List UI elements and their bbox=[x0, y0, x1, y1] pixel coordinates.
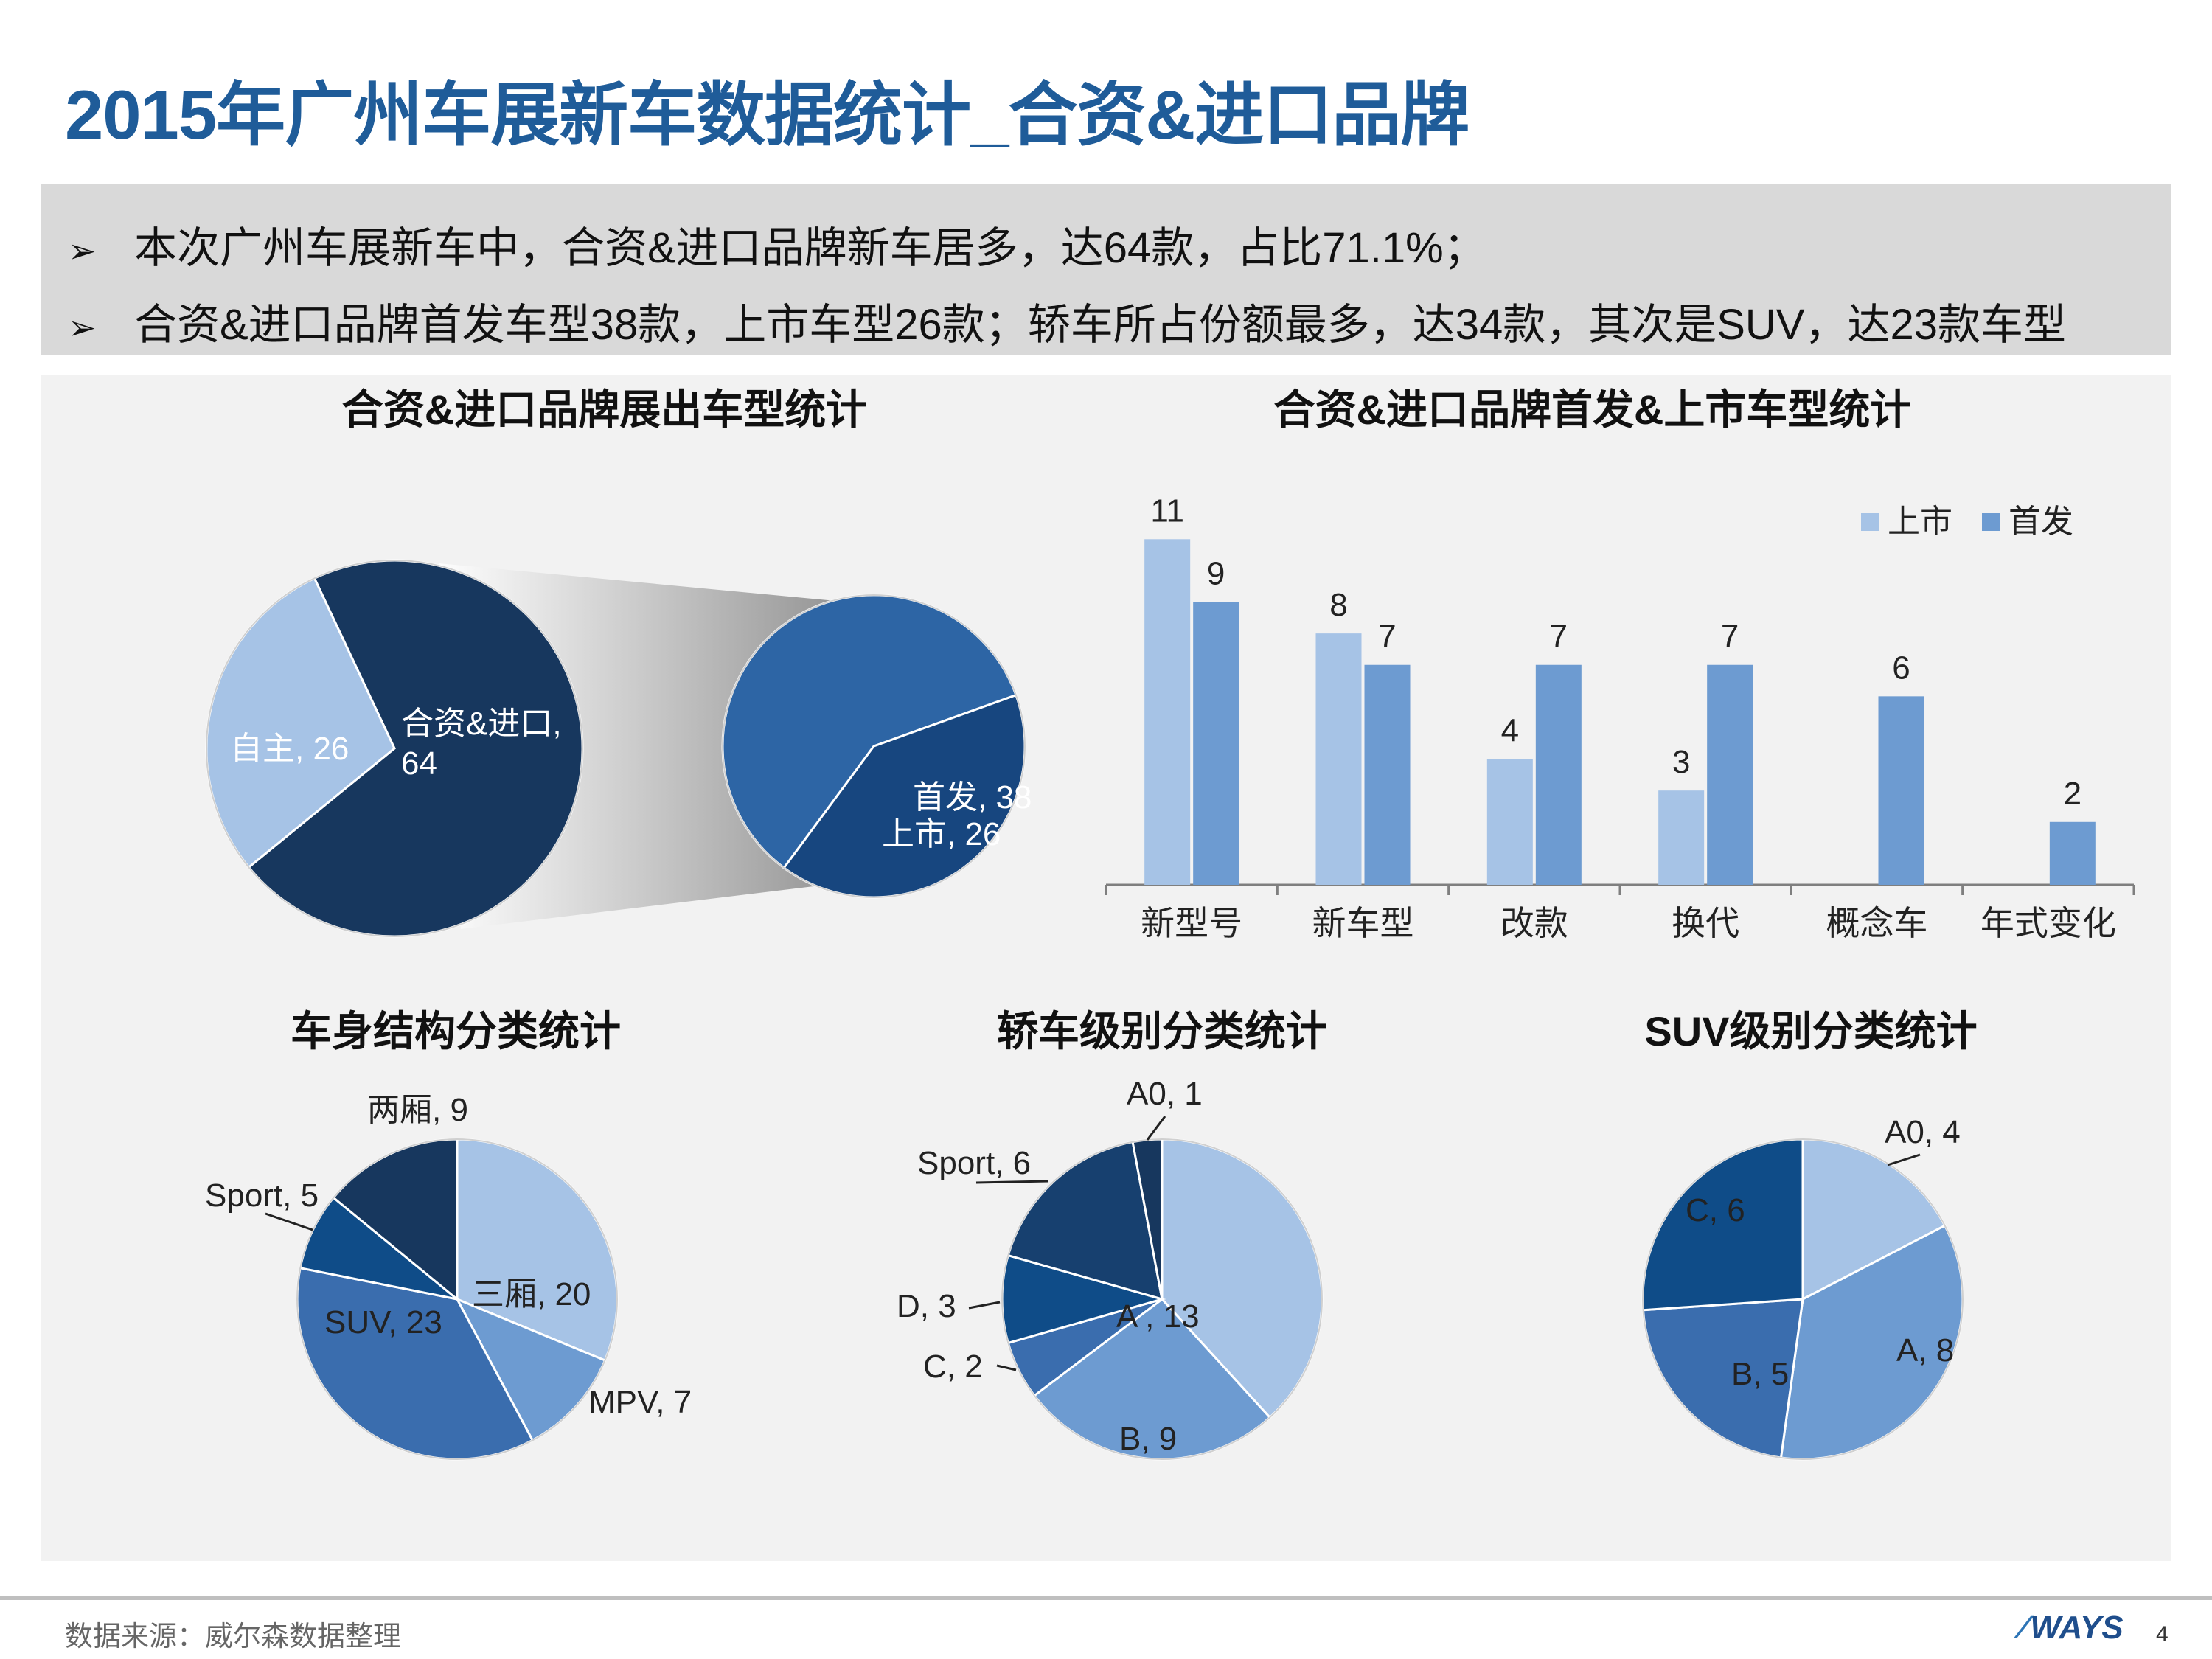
bar-value-label: 7 bbox=[1550, 619, 1568, 655]
chart-title-5: SUV级别分类统计 bbox=[1644, 1008, 1977, 1054]
summary-box: ➢ 本次广州车展新车中，合资&进口品牌新车居多，达64款，占比71.1%； ➢ 合资… bbox=[41, 184, 2171, 355]
arrow-bullet-icon: ➢ bbox=[68, 308, 97, 347]
bar-value-label: 3 bbox=[1672, 744, 1690, 780]
x-tick-label: 换代 bbox=[1672, 904, 1739, 942]
x-tick-label: 新车型 bbox=[1312, 904, 1414, 942]
pie-label-domestic: 自主, 26 bbox=[230, 731, 349, 767]
footer-divider bbox=[0, 1596, 2212, 1600]
chart-title-2: 合资&进口品牌首发&上市车型统计 bbox=[1274, 386, 1912, 433]
leader-line bbox=[996, 1364, 1017, 1371]
pie-label-mpv: MPV, 7 bbox=[588, 1384, 692, 1420]
pie-sedan-class: A , 13 B, 9 C, 2 D, 3 Sport, 6 A0, 1 bbox=[897, 1076, 1324, 1461]
bar-value-label: 11 bbox=[1150, 493, 1184, 529]
bar-value-label: 7 bbox=[1721, 619, 1739, 655]
leader-line bbox=[1146, 1116, 1166, 1141]
data-source: 数据来源：威尔森数据整理 bbox=[65, 1621, 402, 1652]
legend-label: 上市 bbox=[1888, 504, 1952, 540]
pie-rim bbox=[1001, 1138, 1323, 1460]
bar-上市-3 bbox=[1658, 790, 1705, 885]
bar-value-label: 9 bbox=[1207, 556, 1225, 592]
chart-title-4: 轿车级别分类统计 bbox=[997, 1008, 1327, 1054]
bar-上市-1 bbox=[1315, 633, 1362, 885]
bar-首发-2 bbox=[1535, 664, 1582, 885]
pie-label-a: A , 13 bbox=[1116, 1298, 1200, 1335]
bar-首发-5 bbox=[2049, 821, 2096, 885]
summary-line-2: 合资&进口品牌首发车型38款，上市车型26款；轿车所占份额最多，达34款，其次是… bbox=[134, 301, 2067, 349]
pie-label-c: C, 2 bbox=[923, 1349, 983, 1385]
legend-swatch bbox=[1861, 513, 1879, 531]
subpie-label-debut: 首发, 38 bbox=[913, 779, 1032, 815]
pie-label-d: D, 3 bbox=[897, 1288, 956, 1324]
leader-line bbox=[968, 1301, 1001, 1310]
pie-label-sport: Sport, 5 bbox=[205, 1178, 319, 1214]
chart-title-3: 车身结构分类统计 bbox=[291, 1008, 621, 1054]
legend-label: 首发 bbox=[2008, 504, 2073, 540]
arrow-bullet-icon: ➢ bbox=[68, 232, 97, 270]
pie-label-b: B, 5 bbox=[1731, 1356, 1789, 1392]
bar-value-label: 7 bbox=[1378, 619, 1396, 655]
ways-logo: ∕ WAYS bbox=[2020, 1610, 2124, 1646]
chart-title-1: 合资&进口品牌展出车型统计 bbox=[342, 386, 867, 433]
bar-value-label: 2 bbox=[2064, 776, 2081, 812]
bar-首发-0 bbox=[1193, 602, 1239, 885]
leader-line bbox=[975, 1180, 1049, 1184]
pie-label-a0: A0, 1 bbox=[1127, 1076, 1203, 1112]
pie-rim bbox=[206, 560, 583, 937]
summary-bullet-2: ➢ 合资&进口品牌首发车型38款，上市车型26款；轿车所占份额最多，达34款，其次… bbox=[68, 290, 2066, 352]
x-tick-label: 概念车 bbox=[1826, 904, 1928, 942]
pie-label-sedan3: 三厢, 20 bbox=[472, 1276, 591, 1312]
bar-首发-3 bbox=[1707, 664, 1753, 885]
legend-swatch bbox=[1982, 513, 2000, 531]
bar-value-label: 6 bbox=[1892, 650, 1910, 686]
pie-label-c: C, 6 bbox=[1686, 1192, 1745, 1228]
page-title: 2015年广州车展新车数据统计_合资&进口品牌 bbox=[65, 76, 1470, 153]
x-tick-label: 年式变化 bbox=[1980, 904, 2116, 942]
pie-suv-class: A0, 4 A, 8 B, 5 C, 6 bbox=[1641, 1114, 1964, 1461]
bar-首发-4 bbox=[1878, 696, 1924, 885]
pie-label-jv-line1: 合资&进口, bbox=[401, 706, 562, 742]
leader-line bbox=[265, 1212, 313, 1231]
bar-上市-2 bbox=[1486, 759, 1533, 885]
ways-swoosh-icon: ∕ bbox=[2020, 1610, 2026, 1646]
x-tick-label: 新型号 bbox=[1141, 904, 1242, 942]
pie-rim bbox=[1642, 1138, 1964, 1460]
pie-label-sport: Sport, 6 bbox=[917, 1145, 1031, 1181]
pie-label-jv-line2: 64 bbox=[401, 745, 437, 782]
bar-上市-0 bbox=[1144, 539, 1191, 885]
subpie-rim bbox=[722, 594, 1026, 898]
pie-rim bbox=[296, 1138, 618, 1460]
bar-首发-1 bbox=[1364, 664, 1411, 885]
pie-label-hatch: 两厢, 9 bbox=[367, 1092, 468, 1128]
summary-line-1: 本次广州车展新车中，合资&进口品牌新车居多，达64款，占比71.1%； bbox=[134, 224, 1486, 272]
page-number: 4 bbox=[2156, 1622, 2168, 1646]
ways-logo-text: WAYS bbox=[2030, 1610, 2124, 1646]
bar-value-label: 4 bbox=[1501, 713, 1519, 749]
summary-bullet-1: ➢ 本次广州车展新车中，合资&进口品牌新车居多，达64款，占比71.1%； bbox=[68, 213, 1486, 275]
pie-label-a: A, 8 bbox=[1896, 1332, 1954, 1368]
pie-label-b: B, 9 bbox=[1119, 1421, 1177, 1457]
pie-label-a0: A0, 4 bbox=[1885, 1114, 1961, 1150]
x-tick-label: 改款 bbox=[1500, 904, 1568, 942]
pie-body-structure: 三厢, 20 MPV, 7 SUV, 23 Sport, 5 两厢, 9 bbox=[205, 1092, 692, 1461]
bar-value-label: 8 bbox=[1329, 587, 1347, 623]
subpie-label-launch: 上市, 26 bbox=[882, 816, 1001, 852]
pie-label-suv: SUV, 23 bbox=[324, 1304, 442, 1340]
leader-line bbox=[1887, 1153, 1921, 1166]
